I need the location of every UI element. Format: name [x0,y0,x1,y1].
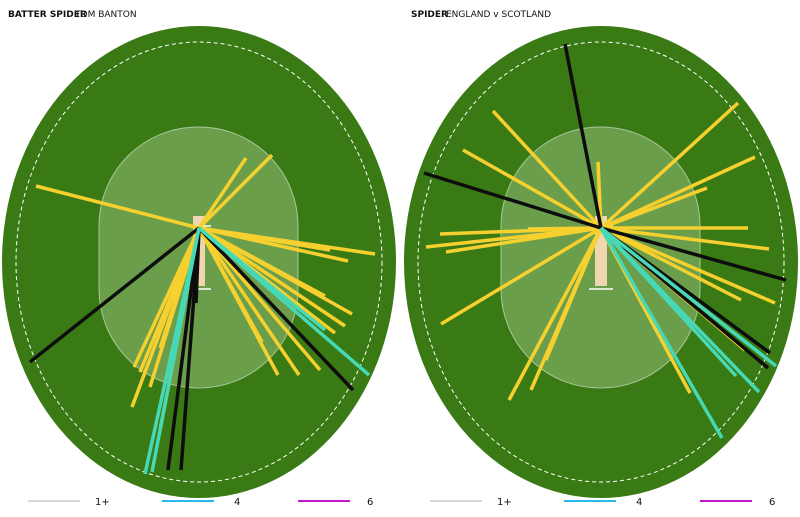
shot-line [158,227,201,349]
panel-title: SPIDER [411,10,448,20]
panel-subtitle: ENGLAND v SCOTLAND [446,10,551,20]
shot-line [423,171,602,230]
shot-line [491,109,603,230]
shot-line [35,184,200,230]
shot-line [198,226,331,252]
shot-line [600,226,742,302]
shot-line [197,226,355,392]
shot-line [197,153,274,230]
shot-line [600,155,756,230]
shot-line [440,226,602,326]
shot-line [198,226,326,298]
boundary-rope [417,41,785,483]
legend-label: 1+ [95,497,110,508]
shot-line [600,226,787,282]
shot-line [462,148,602,230]
legend-label: 6 [769,497,775,508]
shot-line [600,186,708,230]
shot-line [197,157,248,229]
boundary-rope [15,41,383,483]
shot-line [599,227,724,439]
panel-subtitle: TOM BANTON [74,10,137,20]
shot-line [445,226,602,254]
shot-line [197,227,264,343]
shot-line [132,227,201,368]
shot-line [600,226,770,251]
shot-line [507,227,603,401]
shot-line [197,227,301,376]
shot-line [544,227,603,361]
shot-line [599,226,738,378]
legend-label: 4 [636,497,642,508]
shot-line [194,227,201,304]
shot-line [599,226,778,368]
shot-line [600,226,776,305]
shot-line [28,226,201,364]
shot-line [166,227,201,471]
shot-line [527,226,602,231]
shot-line [599,101,740,230]
shot-line [150,227,201,473]
shot-line [563,43,603,229]
legend-label: 6 [367,497,373,508]
legend-label: 4 [234,497,240,508]
panel-title: BATTER SPIDER [8,10,87,20]
legend-label: 1+ [497,497,512,508]
shot-line [197,226,327,332]
shot-line [198,226,346,328]
